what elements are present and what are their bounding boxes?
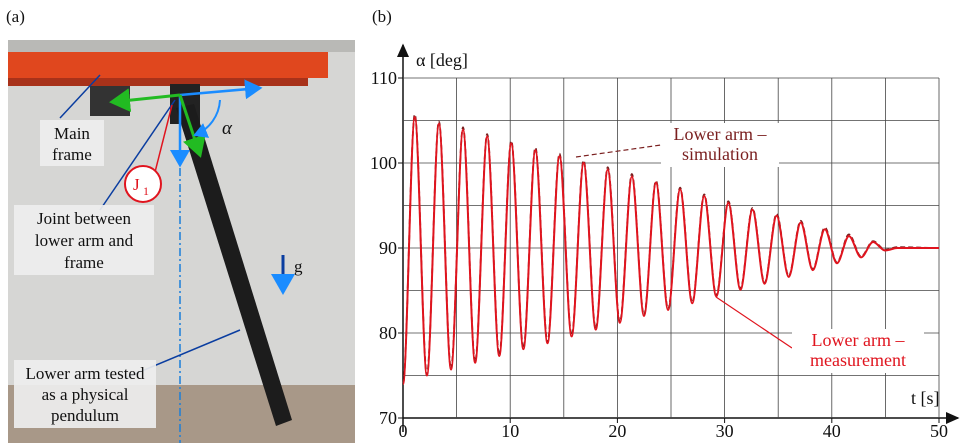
y-tick-label: 80 <box>379 323 397 343</box>
annotation-leader <box>715 296 793 349</box>
label-bg <box>910 387 938 409</box>
annotation: Lower arm – <box>812 330 906 350</box>
series-line <box>402 116 939 385</box>
angle-label: α <box>222 118 233 139</box>
y-axis-label: α [deg] <box>416 50 468 70</box>
x-tick-label: 50 <box>930 421 948 441</box>
annotation-leader <box>575 143 669 158</box>
joint-label: lower arm and <box>35 231 134 250</box>
gravity-label: g <box>294 257 303 276</box>
panel-label: (b) <box>372 7 392 26</box>
y-tick-label: 70 <box>379 408 397 428</box>
annotation: Lower arm – <box>674 124 768 144</box>
lower-arm-label: Lower arm tested <box>26 364 145 383</box>
annotation-bg <box>792 329 924 373</box>
annotation: measurement <box>810 350 906 370</box>
x-tick-label: 20 <box>608 421 626 441</box>
photo <box>8 40 355 443</box>
panel-label: (a) <box>6 7 25 26</box>
joint-symbol-sub: 1 <box>143 184 149 198</box>
x-axis-label: t [s] <box>911 388 940 408</box>
x-tick-label: 0 <box>399 421 408 441</box>
annotation-bg <box>661 123 779 167</box>
lower-arm-label: as a physical <box>42 385 129 404</box>
lower-arm-label: pendulum <box>51 406 119 425</box>
annotation: simulation <box>682 144 758 164</box>
y-tick-label: 100 <box>370 153 397 173</box>
y-tick-label: 110 <box>371 68 397 88</box>
main-frame-label: frame <box>52 145 92 164</box>
joint-symbol: J <box>133 175 140 194</box>
y-tick-label: 90 <box>379 238 397 258</box>
joint-label: Joint between <box>37 209 131 228</box>
x-tick-label: 10 <box>501 421 519 441</box>
x-tick-label: 40 <box>823 421 841 441</box>
joint-label: frame <box>64 253 104 272</box>
main-frame-label: Main <box>54 124 90 143</box>
x-tick-label: 30 <box>716 421 734 441</box>
